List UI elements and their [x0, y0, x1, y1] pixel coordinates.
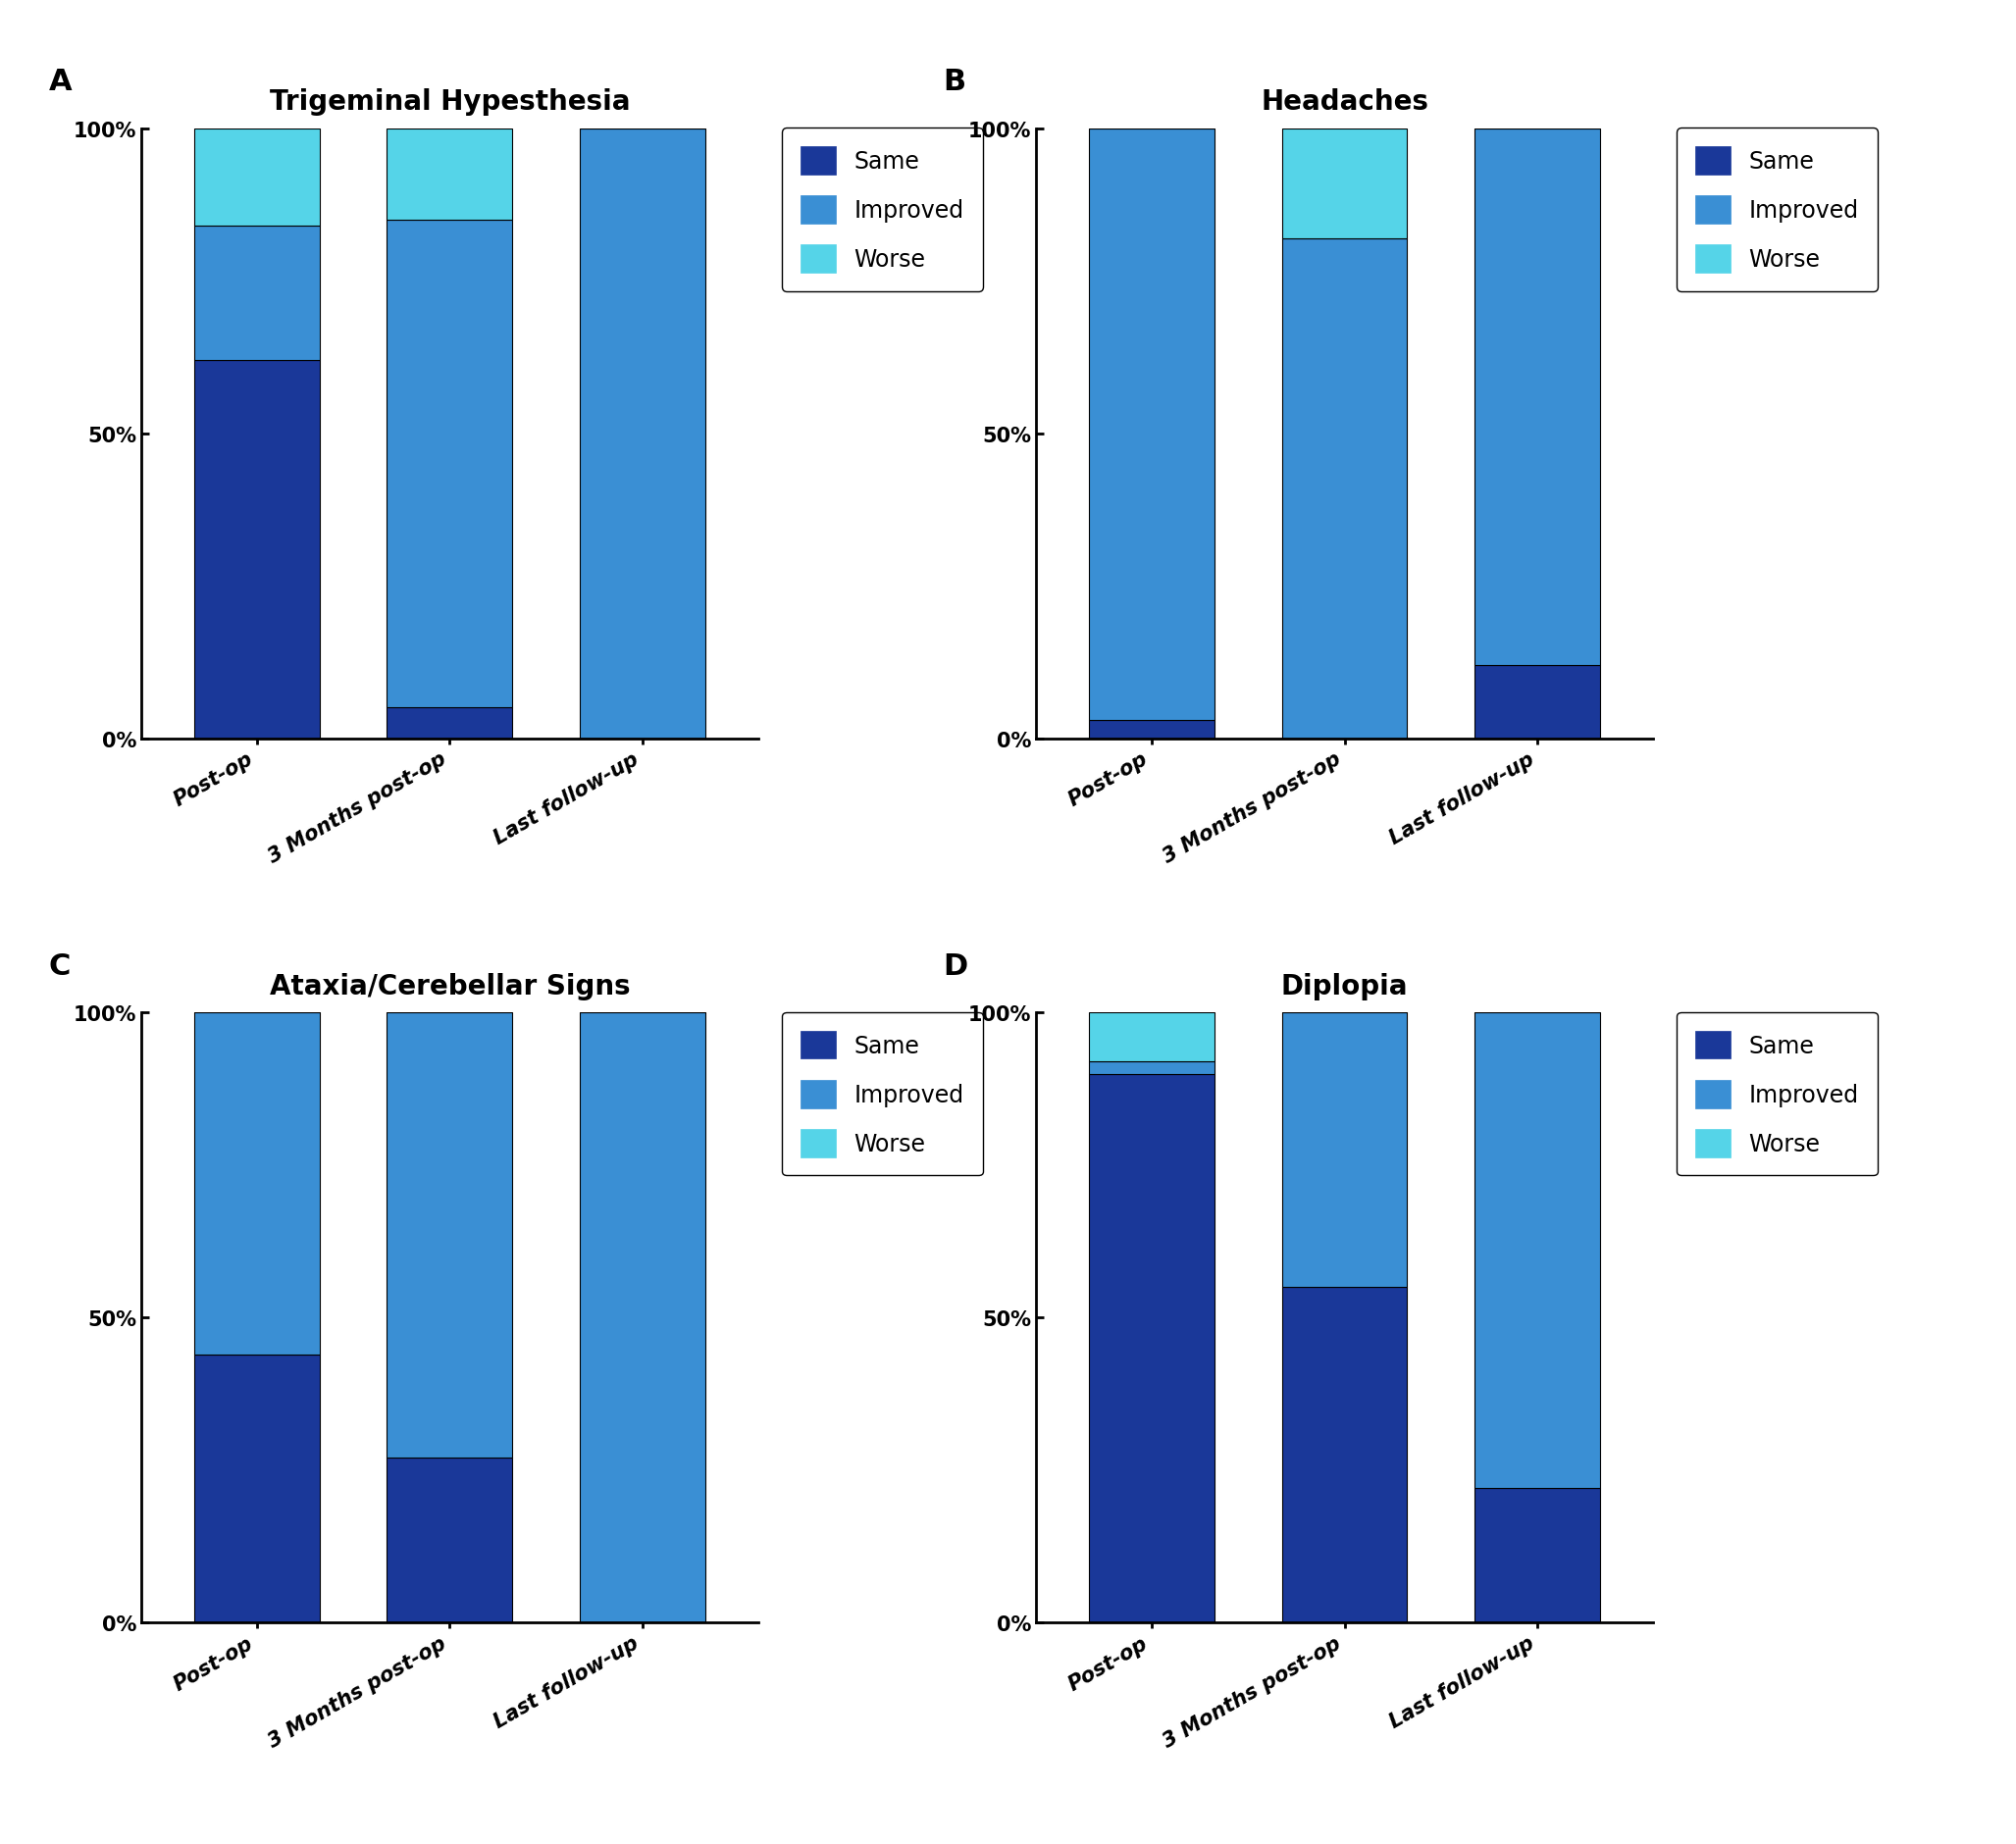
- Bar: [387, 1459, 512, 1623]
- Bar: [1089, 129, 1214, 721]
- Bar: [194, 361, 319, 739]
- Legend: Same, Improved, Worse: Same, Improved, Worse: [1677, 129, 1877, 291]
- Title: Ataxia/Cerebellar Signs: Ataxia/Cerebellar Signs: [270, 972, 631, 999]
- Bar: [387, 708, 512, 739]
- Bar: [387, 1012, 512, 1459]
- Text: D: D: [943, 952, 968, 981]
- Bar: [387, 221, 512, 708]
- Legend: Same, Improved, Worse: Same, Improved, Worse: [1677, 1012, 1877, 1176]
- Bar: [194, 129, 319, 227]
- Bar: [1282, 1012, 1407, 1287]
- Bar: [194, 1355, 319, 1623]
- Legend: Same, Improved, Worse: Same, Improved, Worse: [782, 1012, 982, 1176]
- Bar: [1476, 1488, 1601, 1623]
- Bar: [1089, 1073, 1214, 1623]
- Bar: [194, 1012, 319, 1355]
- Bar: [1089, 1062, 1214, 1073]
- Bar: [1089, 721, 1214, 739]
- Text: A: A: [48, 68, 73, 96]
- Bar: [581, 129, 706, 739]
- Bar: [581, 1012, 706, 1623]
- Title: Headaches: Headaches: [1260, 89, 1429, 116]
- Text: C: C: [48, 952, 71, 981]
- Bar: [1476, 1012, 1601, 1488]
- Bar: [1282, 129, 1407, 240]
- Bar: [387, 129, 512, 221]
- Title: Diplopia: Diplopia: [1280, 972, 1407, 999]
- Bar: [1089, 1012, 1214, 1062]
- Text: B: B: [943, 68, 966, 96]
- Title: Trigeminal Hypesthesia: Trigeminal Hypesthesia: [270, 89, 629, 116]
- Bar: [1476, 129, 1601, 666]
- Legend: Same, Improved, Worse: Same, Improved, Worse: [782, 129, 982, 291]
- Bar: [194, 227, 319, 361]
- Bar: [1282, 1287, 1407, 1623]
- Bar: [1476, 666, 1601, 739]
- Bar: [1282, 240, 1407, 739]
